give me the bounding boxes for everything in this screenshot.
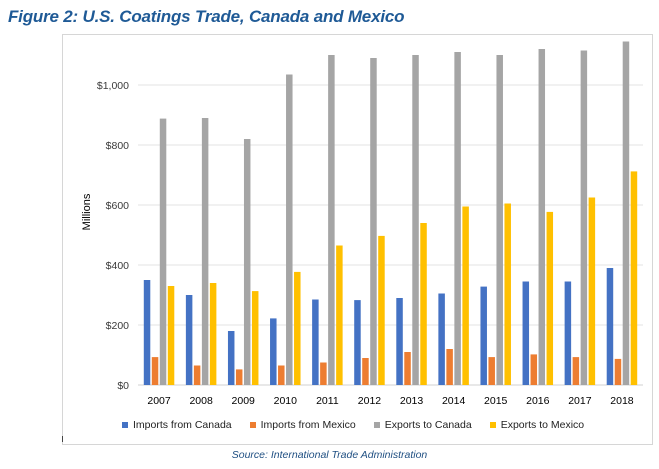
y-tick-label: $1,000 [97, 80, 129, 92]
legend-label: Exports to Mexico [500, 419, 585, 431]
bar-imports-from-canada [606, 268, 614, 385]
bar-imports-from-mexico [193, 365, 201, 385]
bar-exports-to-canada [286, 74, 293, 385]
bar-exports-to-canada [328, 55, 335, 385]
bar-imports-from-mexico [572, 357, 580, 385]
legend-label: Exports to Canada [384, 419, 472, 431]
x-tick-label: 2016 [526, 395, 550, 407]
x-tick-label: 2018 [610, 395, 634, 407]
legend-label: Imports from Canada [133, 419, 232, 431]
chart-legend: Imports from Canada Imports from Mexico Ex… [122, 418, 584, 432]
bar-imports-from-mexico [404, 352, 411, 385]
bar-exports-to-canada [622, 41, 630, 385]
legend-item: Imports from Mexico [249, 419, 356, 431]
x-tick-label: 2009 [232, 395, 256, 407]
bar-imports-from-mexico [530, 354, 538, 385]
bar-imports-from-canada [522, 281, 530, 385]
bar-exports-to-canada [412, 55, 419, 385]
x-tick-label: 2012 [358, 395, 382, 407]
x-tick-label: 2010 [274, 395, 298, 407]
source-note: Source: International Trade Administrati… [231, 449, 428, 461]
y-tick-label: $0 [117, 380, 129, 392]
bar-imports-from-canada [396, 298, 403, 385]
x-tick-label: 2008 [189, 395, 213, 407]
bar-exports-to-canada [454, 52, 461, 385]
bar-exports-to-mexico [251, 291, 259, 385]
bar-exports-to-canada [538, 49, 546, 385]
y-tick-label: $600 [106, 200, 130, 212]
bar-imports-from-canada [564, 281, 572, 385]
x-tick-label: 2011 [316, 395, 339, 407]
bar-imports-from-canada [185, 295, 193, 385]
bar-exports-to-mexico [462, 206, 469, 385]
chart-title: Figure 2: U.S. Coatings Trade, Canada an… [8, 7, 405, 26]
y-axis-label: Millions [81, 193, 93, 230]
bar-exports-to-canada [159, 118, 167, 385]
legend-label: Imports from Mexico [260, 419, 356, 431]
bar-imports-from-mexico [488, 357, 495, 385]
legend-item: Exports to Mexico [489, 419, 585, 431]
corner-mark [62, 436, 63, 442]
legend-swatch [122, 422, 128, 428]
legend-item: Imports from Canada [122, 419, 232, 431]
bar-imports-from-mexico [362, 358, 369, 385]
bar-imports-from-mexico [278, 365, 285, 385]
bar-exports-to-mexico [167, 286, 175, 385]
bar-imports-from-canada [480, 286, 487, 385]
y-tick-label: $200 [106, 320, 130, 332]
legend-swatch [489, 422, 496, 428]
x-tick-label: 2013 [400, 395, 424, 407]
bar-exports-to-canada [496, 55, 503, 385]
bar-exports-to-canada [580, 50, 588, 385]
bar-exports-to-mexico [420, 223, 427, 385]
bar-exports-to-mexico [546, 211, 554, 385]
bar-exports-to-canada [243, 139, 251, 385]
chart-panel [62, 34, 653, 445]
bar-imports-from-canada [354, 300, 361, 385]
x-tick-label: 2014 [442, 395, 466, 407]
bar-exports-to-mexico [630, 171, 638, 385]
legend-swatch [373, 422, 380, 428]
bar-imports-from-canada [270, 318, 277, 385]
bar-exports-to-mexico [504, 203, 511, 385]
bar-exports-to-mexico [588, 197, 596, 385]
legend-swatch [249, 422, 256, 428]
bar-exports-to-mexico [378, 235, 385, 385]
bar-exports-to-mexico [294, 271, 301, 385]
bar-imports-from-mexico [320, 362, 327, 385]
bar-imports-from-canada [438, 293, 445, 385]
legend-item: Exports to Canada [373, 419, 472, 431]
bar-exports-to-canada [370, 58, 377, 385]
bar-imports-from-canada [312, 299, 319, 385]
bar-imports-from-mexico [446, 349, 453, 385]
y-tick-label: $400 [106, 260, 130, 272]
bar-imports-from-mexico [235, 369, 243, 385]
bar-imports-from-canada [143, 280, 151, 385]
bar-imports-from-mexico [151, 357, 159, 385]
bar-exports-to-mexico [209, 283, 217, 385]
x-tick-label: 2007 [147, 395, 171, 407]
y-tick-label: $800 [106, 140, 130, 152]
bar-imports-from-mexico [614, 358, 622, 385]
x-tick-label: 2015 [484, 395, 508, 407]
bar-exports-to-canada [201, 118, 209, 385]
x-tick-label: 2017 [568, 395, 592, 407]
bar-imports-from-canada [227, 331, 235, 385]
bar-exports-to-mexico [336, 245, 343, 385]
